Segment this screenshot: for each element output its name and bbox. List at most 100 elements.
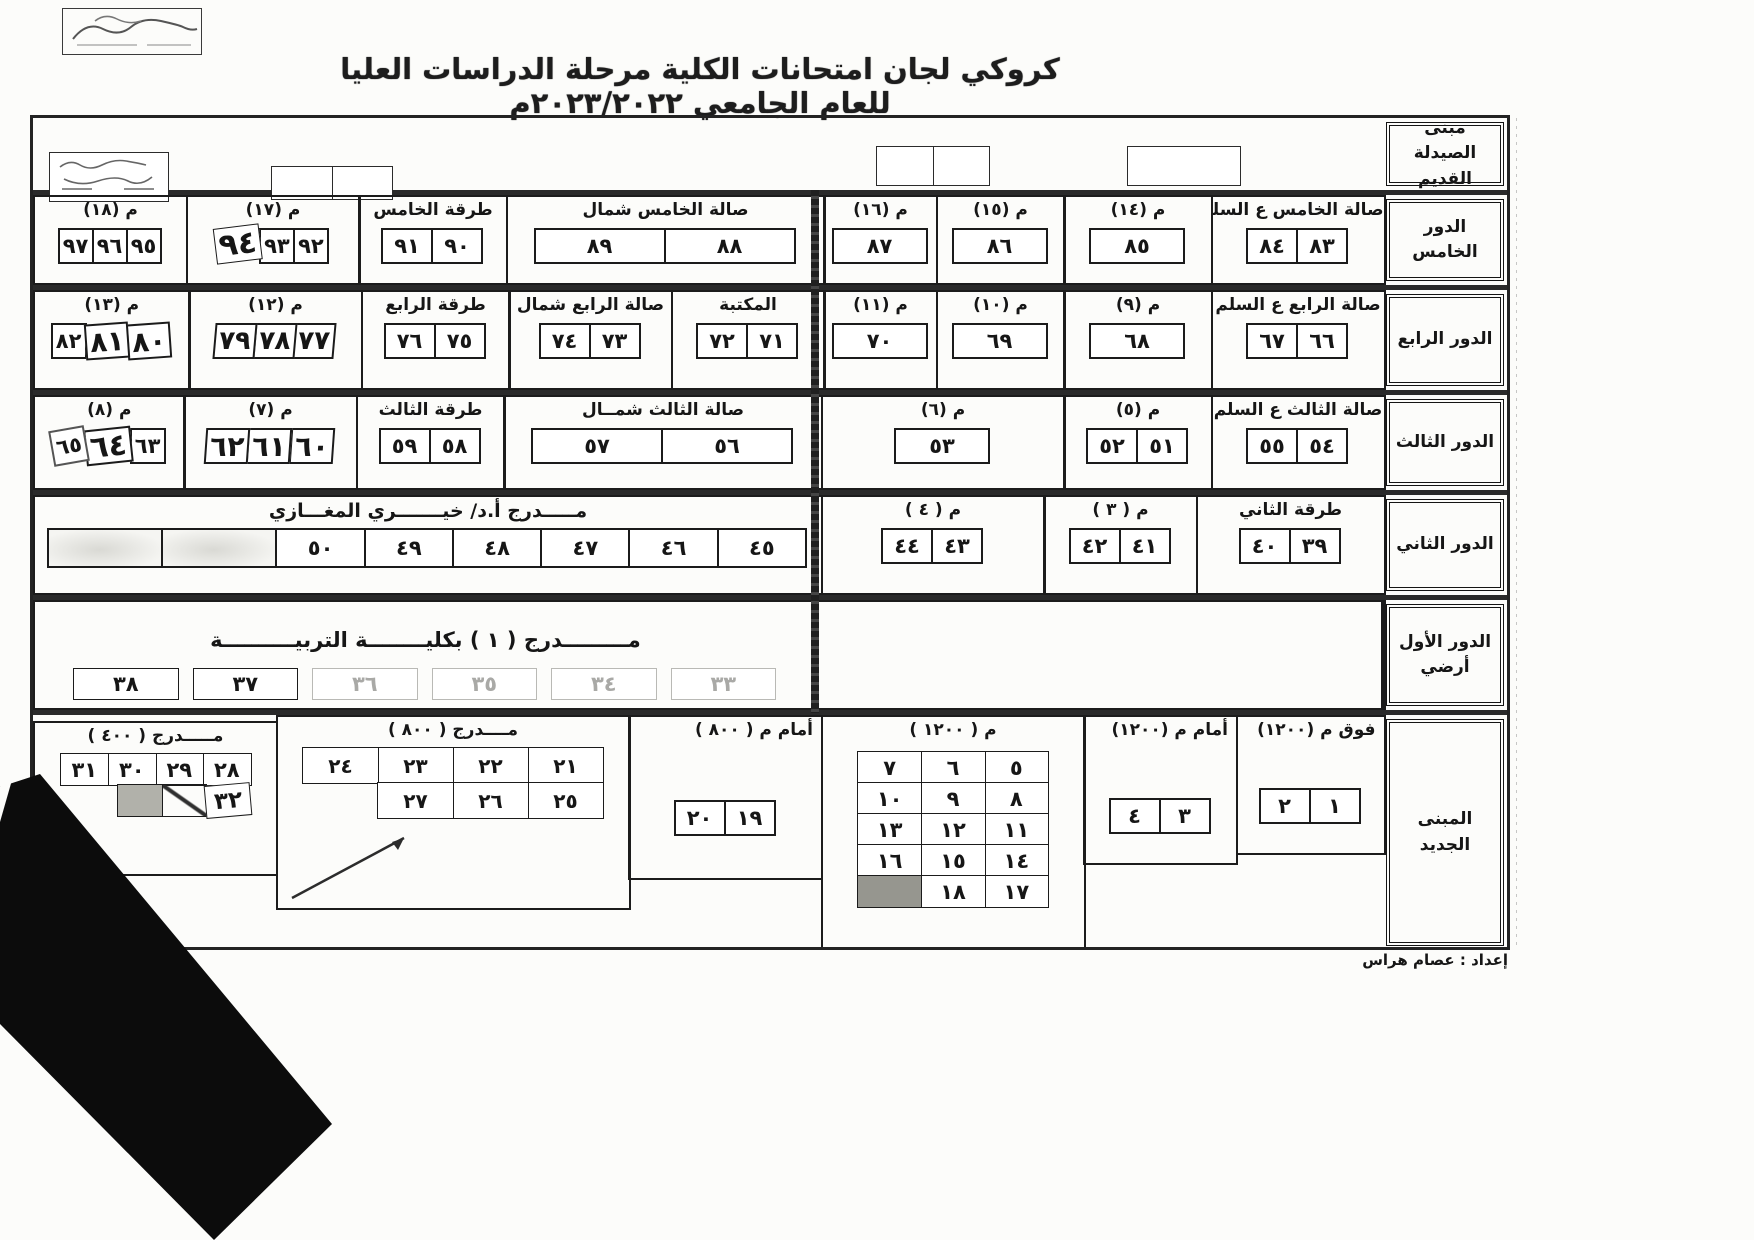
seat-number: ٩٥ xyxy=(125,228,162,264)
seat-number: ٨٤ xyxy=(1246,228,1298,264)
floor-label-second: الدور الثاني xyxy=(1386,499,1504,591)
seat-number: ٦٥ xyxy=(48,425,90,467)
seats-row: ٥٤ ٥٥ xyxy=(1213,428,1384,464)
room-hall-fifth-stairs: صالة الخامس ع السلم ٨٣ ٨٤ xyxy=(1210,195,1386,285)
room-label: طرقة الخامس xyxy=(373,200,493,220)
seat-number: ١٣ xyxy=(857,813,923,846)
room-label: م (١٠) xyxy=(973,295,1028,315)
seats-row: ٩٠ ٩١ xyxy=(360,228,506,264)
seat-number: ٢ xyxy=(1258,788,1311,824)
seats-row: ٨٣ ٨٤ xyxy=(1213,228,1384,264)
floor-label-first: الدور الأول أرضي xyxy=(1386,604,1504,706)
seat-number: ٥٢ xyxy=(1086,428,1138,464)
empty-box-pair xyxy=(876,146,990,186)
seats-row: ٨٦ xyxy=(938,228,1064,264)
seat-number: ٨٠ xyxy=(125,321,173,361)
seat-row: ٨ ٩ ١٠ xyxy=(857,782,1049,815)
seat-number: ١٨ xyxy=(920,875,986,908)
seats-row: ٩٥ ٩٦ ٩٧ xyxy=(35,228,186,264)
room-corridor-fourth: طرقة الرابع ٧٥ ٧٦ xyxy=(360,290,511,390)
seat-number: ٥٠ xyxy=(275,528,366,568)
seat-number: ٣٨ xyxy=(73,668,179,700)
room-hall-third-north: صالة الثالث شمــال ٥٦ ٥٧ xyxy=(503,395,823,490)
seat-number: ٨١ xyxy=(83,321,130,361)
room-label: مــــدرج ( ٨٠٠ ) xyxy=(387,720,519,740)
seat-number: ٨ xyxy=(983,782,1049,815)
seat-number: ٥٨ xyxy=(428,428,481,464)
room-label: مـــــدرج أ.د/ خيـــــــري المغـــازي xyxy=(268,500,588,522)
page-fold xyxy=(0,772,335,1240)
seat-number: ١٩ xyxy=(723,800,776,836)
seat-number: ٥ xyxy=(983,751,1049,784)
seat-number: ٨٦ xyxy=(951,228,1048,264)
seat-number: ٩١ xyxy=(381,228,433,264)
university-logo-icon xyxy=(62,8,202,55)
seat-number xyxy=(47,528,164,568)
seat-number: ٥٤ xyxy=(1296,428,1348,464)
seat-number: ٨٧ xyxy=(831,228,928,264)
seat-number: ٣٠ xyxy=(107,753,157,786)
scan-artifact-line xyxy=(1516,118,1517,950)
seat-row: ٢١ ٢٢ ٢٣ ٢٤ xyxy=(302,747,604,784)
seat-number: ٢٨ xyxy=(202,753,252,786)
seats-row: ٥٨ ٥٩ xyxy=(358,428,504,464)
seat-number: ٥٩ xyxy=(378,428,431,464)
seat-number: ٤٩ xyxy=(363,528,454,568)
seat-number: ٢٧ xyxy=(377,782,454,819)
room-auditorium-400: مـــــدرج ( ٤٠٠ ) ٢٨ ٢٩ ٣٠ ٣١ ٣٢ xyxy=(33,721,278,876)
room-label: أمام م ( ٨٠٠ ) xyxy=(694,720,813,740)
room-label: م ( ٣ ) xyxy=(1092,500,1149,520)
seat-grid: ٥ ٦ ٧ ٨ ٩ ١٠ ١١ ١٢ ١٣ ١٤ ١٥ ١٦ ١٧ ١٨ xyxy=(857,751,1049,908)
seat-number: ٧٤ xyxy=(538,323,591,359)
seat-number: ١٦ xyxy=(857,844,923,877)
room-corridor-third: طرقة الثالث ٥٨ ٥٩ xyxy=(355,395,506,490)
seat-number: ٧٠ xyxy=(831,323,928,359)
floor-label-third: الدور الثالث xyxy=(1386,399,1504,486)
seat-number: ١ xyxy=(1308,788,1361,824)
seats-row: ٧٠ xyxy=(825,323,936,359)
seats-row: ١٩ ٢٠ xyxy=(630,800,821,836)
seat-row: ١٧ ١٨ xyxy=(857,875,1049,908)
seats-row: ٤١ ٤٢ xyxy=(1045,528,1196,564)
seat-number: ٣٧ xyxy=(192,668,298,700)
fourth-cells: صالة الرابع ع السلم ٦٦ ٦٧ م (٩) ٦٨ م (١٠)… xyxy=(33,290,1386,390)
seat-number: ٣٥ xyxy=(431,668,537,700)
seat-number: ٣٦ xyxy=(312,668,418,700)
seat-number: ٥٧ xyxy=(531,428,663,464)
room-label: المكتبة xyxy=(719,295,777,315)
second-cells: طرقة الثاني ٣٩ ٤٠ م ( ٣ ) ٤١ ٤٢ م ( ٤ ) ٤٣… xyxy=(33,495,1386,595)
seat-number: ٦٦ xyxy=(1296,323,1348,359)
room-front-800: أمام م ( ٨٠٠ ) ١٩ ٢٠ xyxy=(628,715,823,880)
room-m16: م (١٦) ٨٧ xyxy=(823,195,938,285)
prepared-by-note: إعداد : عصام هراس xyxy=(1362,951,1508,969)
thick-divider-band xyxy=(811,190,819,713)
room-m12: م (١٢) ٧٧ ٧٨ ٧٩ xyxy=(188,290,363,390)
room-m3: م ( ٣ ) ٤١ ٤٢ xyxy=(1043,495,1198,595)
room-hall-fourth-north: صالة الرابع شمال ٧٣ ٧٤ xyxy=(508,290,673,390)
seat-number: ٧٧ xyxy=(291,323,337,359)
room-auditorium-800: مــــدرج ( ٨٠٠ ) ٢١ ٢٢ ٢٣ ٢٤ ٢٥ ٢٦ ٢٧ xyxy=(275,715,631,910)
seat-number: ٨٥ xyxy=(1089,228,1185,264)
seat-number: ٦٤ xyxy=(83,425,134,467)
seat-number: ٨٢ xyxy=(50,323,87,359)
seats-row: ٣٩ ٤٠ xyxy=(1198,528,1384,564)
room-label: صالة الثالث شمــال xyxy=(581,400,745,420)
room-hall-fourth-stairs: صالة الرابع ع السلم ٦٦ ٦٧ xyxy=(1210,290,1386,390)
room-m4: م ( ٤ ) ٤٣ ٤٤ xyxy=(820,495,1046,595)
seat-row: ١١ ١٢ ١٣ xyxy=(857,813,1049,846)
seat-number: ٥٣ xyxy=(894,428,990,464)
seat-number: ٢٥ xyxy=(527,782,604,819)
seat-row: ٣٢ xyxy=(116,782,253,819)
seats-row: ٦٠ ٦١ ٦٢ xyxy=(185,428,356,464)
seat-number: ٤٥ xyxy=(716,528,807,568)
seat-number: ٤٣ xyxy=(931,528,983,564)
room-label: صالة الخامس ع السلم xyxy=(1212,200,1384,220)
seats-row: ٥١ ٥٢ xyxy=(1065,428,1211,464)
floor-row-fifth: الدور الخامس صالة الخامس ع السلم ٨٣ ٨٤ م … xyxy=(33,190,1507,285)
seats-row: ٧٧ ٧٨ ٧٩ xyxy=(190,323,361,359)
